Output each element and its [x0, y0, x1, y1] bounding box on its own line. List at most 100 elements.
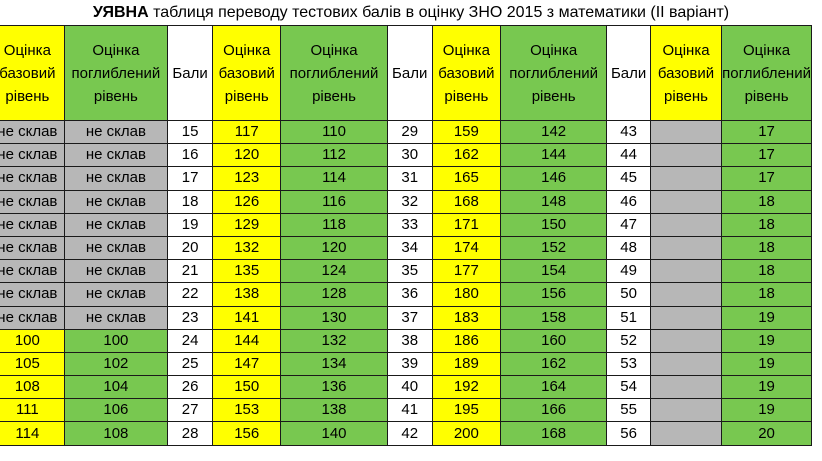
basic-grade-cell [649, 375, 723, 400]
table-row: 100 100 24 144 132 38 186 160 52 19 [0, 328, 812, 353]
basic-grade-cell: 189 [431, 351, 501, 377]
header-row: Оцінка базовий рівень Оцінка поглиблений… [0, 25, 812, 121]
advanced-grade-cell: 138 [280, 398, 388, 423]
advanced-grade-cell: не склав [63, 166, 169, 191]
basic-grade-cell: не склав [0, 166, 65, 191]
advanced-grade-cell: 20 [721, 421, 812, 446]
score-cell: 30 [386, 143, 433, 168]
advanced-grade-cell: 120 [280, 235, 388, 261]
basic-grade-cell: 129 [212, 212, 282, 237]
basic-grade-cell: 108 [0, 375, 65, 400]
score-cell: 25 [167, 351, 214, 377]
table-row: не склав не склав 19 129 118 33 171 150 47 18 [0, 212, 812, 237]
basic-grade-cell: 126 [212, 189, 282, 214]
basic-grade-cell: 105 [0, 351, 65, 377]
basic-grade-cell: 114 [0, 421, 65, 446]
advanced-grade-cell: 19 [721, 375, 812, 400]
advanced-grade-cell: не склав [63, 143, 169, 168]
basic-grade-cell: 138 [212, 282, 282, 307]
basic-grade-cell: 123 [212, 166, 282, 191]
advanced-grade-cell: 19 [721, 328, 812, 353]
basic-grade-cell: не склав [0, 189, 65, 214]
advanced-grade-cell: 19 [721, 398, 812, 423]
basic-grade-cell [649, 212, 723, 237]
advanced-grade-cell: 106 [63, 398, 169, 423]
advanced-grade-cell: не склав [63, 259, 169, 284]
header-basic: Оцінка базовий рівень [0, 25, 65, 121]
header-advanced: Оцінка поглиблений рівень [499, 25, 608, 121]
basic-grade-cell: 180 [431, 282, 501, 307]
advanced-grade-cell: 166 [499, 398, 608, 423]
score-cell: 42 [386, 421, 433, 446]
basic-grade-cell: 156 [212, 421, 282, 446]
advanced-grade-cell: 152 [499, 235, 608, 261]
score-cell: 56 [606, 421, 651, 446]
advanced-grade-cell: 104 [63, 375, 169, 400]
basic-grade-cell: 141 [212, 305, 282, 330]
advanced-grade-cell: 110 [280, 119, 388, 145]
basic-grade-cell: не склав [0, 282, 65, 307]
basic-grade-cell [649, 351, 723, 377]
table-row: не склав не склав 20 132 120 34 174 152 48 18 [0, 235, 812, 261]
advanced-grade-cell: 162 [499, 351, 608, 377]
advanced-grade-cell: 118 [280, 212, 388, 237]
basic-grade-cell [649, 235, 723, 261]
advanced-grade-cell: 130 [280, 305, 388, 330]
basic-grade-cell: 162 [431, 143, 501, 168]
header-advanced: Оцінка поглиблений рівень [63, 25, 169, 121]
score-cell: 27 [167, 398, 214, 423]
score-cell: 38 [386, 328, 433, 353]
advanced-grade-cell: 142 [499, 119, 608, 145]
advanced-grade-cell: 140 [280, 421, 388, 446]
score-conversion-table: Оцінка базовий рівень Оцінка поглиблений… [0, 25, 812, 446]
basic-grade-cell: 100 [0, 328, 65, 353]
advanced-grade-cell: 124 [280, 259, 388, 284]
basic-grade-cell [649, 119, 723, 145]
basic-grade-cell: не склав [0, 235, 65, 261]
table-row: не склав не склав 21 135 124 35 177 154 49 18 [0, 259, 812, 284]
score-cell: 22 [167, 282, 214, 307]
advanced-grade-cell: 168 [499, 421, 608, 446]
advanced-grade-cell: 158 [499, 305, 608, 330]
basic-grade-cell: не склав [0, 259, 65, 284]
basic-grade-cell: 192 [431, 375, 501, 400]
score-cell: 34 [386, 235, 433, 261]
basic-grade-cell: не склав [0, 119, 65, 145]
basic-grade-cell: 200 [431, 421, 501, 446]
basic-grade-cell [649, 398, 723, 423]
basic-grade-cell: 150 [212, 375, 282, 400]
advanced-grade-cell: 164 [499, 375, 608, 400]
advanced-grade-cell: 154 [499, 259, 608, 284]
score-cell: 49 [606, 259, 651, 284]
basic-grade-cell: 186 [431, 328, 501, 353]
basic-grade-cell: 111 [0, 398, 65, 423]
score-cell: 24 [167, 328, 214, 353]
score-cell: 23 [167, 305, 214, 330]
basic-grade-cell: 168 [431, 189, 501, 214]
score-cell: 45 [606, 166, 651, 191]
score-cell: 39 [386, 351, 433, 377]
header-advanced: Оцінка поглиблений рівень [280, 25, 388, 121]
score-cell: 43 [606, 119, 651, 145]
score-cell: 17 [167, 166, 214, 191]
score-cell: 21 [167, 259, 214, 284]
score-cell: 54 [606, 375, 651, 400]
score-cell: 26 [167, 375, 214, 400]
basic-grade-cell: 135 [212, 259, 282, 284]
basic-grade-cell: 132 [212, 235, 282, 261]
table-row: не склав не склав 16 120 112 30 162 144 44 17 [0, 143, 812, 168]
table-row: 114 108 28 156 140 42 200 168 56 20 [0, 421, 812, 446]
advanced-grade-cell: 18 [721, 212, 812, 237]
advanced-grade-cell: 146 [499, 166, 608, 191]
basic-grade-cell: 174 [431, 235, 501, 261]
advanced-grade-cell: 112 [280, 143, 388, 168]
advanced-grade-cell: 160 [499, 328, 608, 353]
basic-grade-cell: 177 [431, 259, 501, 284]
advanced-grade-cell: не склав [63, 212, 169, 237]
score-cell: 29 [386, 119, 433, 145]
advanced-grade-cell: 17 [721, 119, 812, 145]
score-cell: 48 [606, 235, 651, 261]
basic-grade-cell [649, 143, 723, 168]
basic-grade-cell: не склав [0, 305, 65, 330]
header-basic: Оцінка базовий рівень [649, 25, 723, 121]
